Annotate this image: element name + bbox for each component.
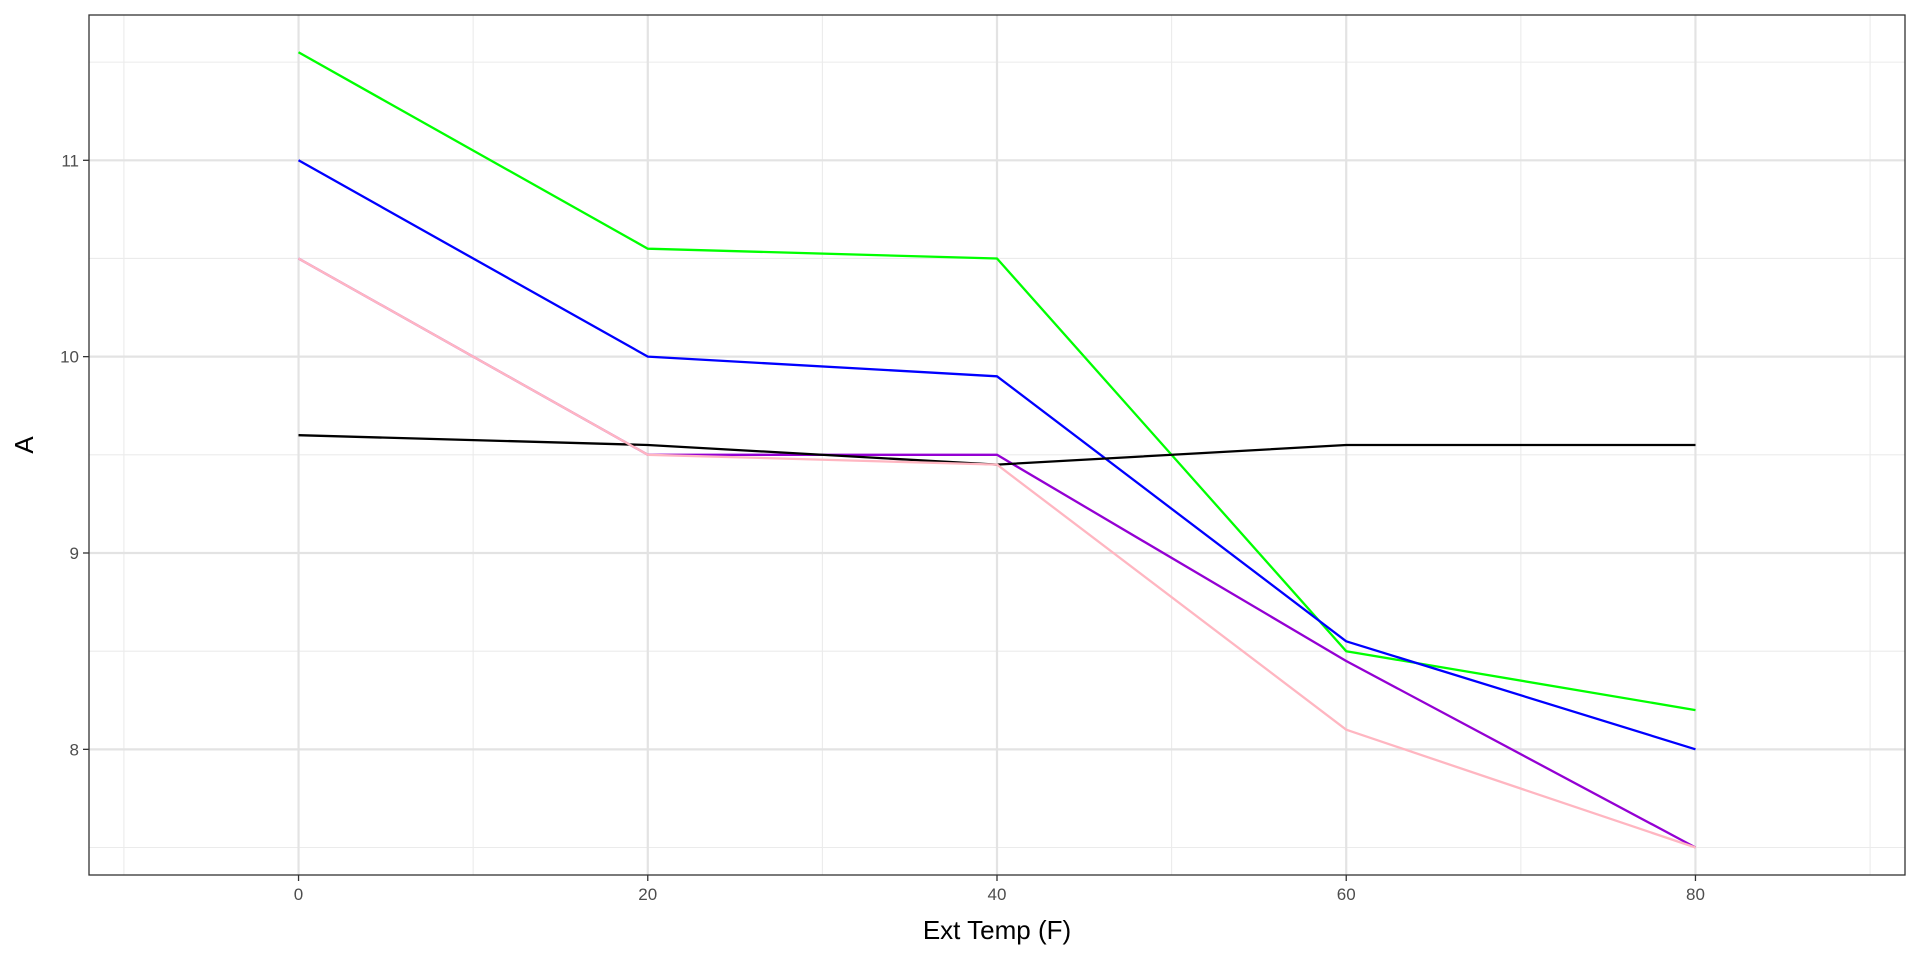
x-tick-label: 60 bbox=[1337, 885, 1356, 904]
x-axis-ticks: 0 20 40 60 80 bbox=[294, 875, 1705, 904]
y-tick-label: 8 bbox=[70, 740, 79, 759]
series-line-2 bbox=[297, 159, 1696, 751]
x-axis-title: Ext Temp (F) bbox=[923, 915, 1071, 945]
y-axis-ticks: 8 9 10 11 bbox=[60, 151, 89, 759]
series-lines bbox=[297, 51, 1697, 849]
series-line-1 bbox=[297, 51, 1696, 712]
y-tick-label: 11 bbox=[61, 151, 79, 170]
y-tick-label: 9 bbox=[70, 544, 79, 563]
y-axis-title: A bbox=[9, 436, 39, 454]
x-tick-label: 40 bbox=[988, 885, 1007, 904]
x-tick-label: 0 bbox=[294, 885, 303, 904]
x-tick-label: 20 bbox=[638, 885, 657, 904]
x-tick-label: 80 bbox=[1686, 885, 1705, 904]
y-tick-label: 10 bbox=[60, 348, 79, 367]
series-line-5 bbox=[297, 257, 1696, 849]
